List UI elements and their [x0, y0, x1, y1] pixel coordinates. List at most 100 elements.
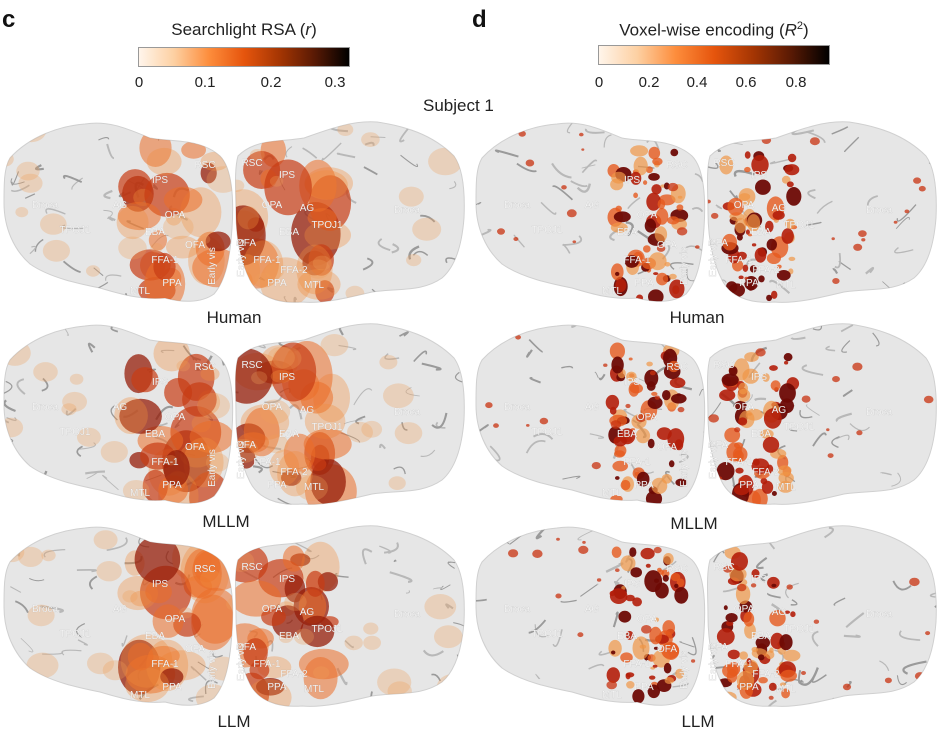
flatmap-panel-d: Broca AGTPOJ1IPSRSCOPAEBAOFAFFA-1PPAMTLEa…: [475, 517, 937, 707]
sulcus-line: [766, 699, 777, 707]
sulcus-line: [679, 641, 695, 648]
roi-label: IPS: [751, 170, 767, 181]
activation-blob: [508, 549, 519, 558]
sulcus-line: [662, 560, 677, 571]
activation-blob: [761, 136, 772, 144]
activation-blob: [337, 123, 354, 136]
sulcus-line: [756, 557, 768, 570]
sulcus-line: [10, 178, 25, 185]
roi-label: IPS: [751, 372, 767, 383]
roi-label: PPA: [739, 480, 759, 491]
activation-blob: [832, 278, 840, 284]
roi-label: MTL: [304, 482, 324, 493]
sulcus-line: [551, 162, 572, 179]
sulcus-line: [362, 257, 374, 271]
activation-blob: [762, 436, 780, 453]
sulcus-line: [206, 499, 218, 504]
sulcus-line: [672, 682, 689, 688]
activation-blob: [647, 438, 655, 449]
roi-label: PPA: [267, 682, 287, 693]
activation-blob: [226, 597, 233, 611]
roi-label: PPA: [162, 682, 182, 693]
roi-label: AG: [300, 607, 315, 618]
sulcus-line: [336, 152, 356, 159]
activation-blob: [611, 650, 616, 655]
activation-blob: [127, 642, 154, 671]
sulcus-line: [733, 121, 749, 127]
activation-blob: [653, 646, 659, 650]
activation-blob: [183, 437, 224, 488]
sulcus-line: [76, 623, 86, 638]
roi-label: OPA: [165, 614, 186, 625]
sulcus-line: [412, 250, 429, 257]
sulcus-line: [279, 323, 299, 339]
activation-blob: [269, 175, 284, 187]
roi-label: Broca: [504, 604, 531, 615]
activation-blob: [235, 348, 273, 404]
roi-label: Early vis: [207, 449, 218, 487]
activation-blob: [669, 279, 685, 299]
activation-blob: [615, 278, 627, 293]
roi-label: OFA: [236, 238, 256, 249]
activation-blob: [784, 164, 800, 176]
roi-label: FFA-1: [151, 457, 179, 468]
activation-blob: [723, 605, 728, 611]
activation-blob: [852, 362, 863, 371]
activation-blob: [235, 550, 255, 572]
roi-label: PPA: [267, 480, 287, 491]
roi-label: EBA: [145, 631, 165, 642]
sulcus-line: [485, 703, 491, 706]
sulcus-line: [723, 134, 738, 143]
activation-blob: [734, 484, 749, 496]
activation-blob: [788, 256, 796, 261]
sulcus-line: [681, 326, 685, 342]
activation-blob: [272, 346, 302, 370]
activation-blob: [69, 373, 84, 385]
activation-blob: [768, 682, 777, 691]
activation-blob: [27, 604, 55, 627]
activation-blob: [122, 480, 150, 502]
sulcus-line: [6, 416, 17, 422]
activation-blob: [636, 294, 644, 302]
colorbar-d: [598, 45, 830, 65]
sulcus-line: [293, 296, 298, 303]
roi-label: OPA: [734, 200, 755, 211]
colorbar-c-title: Searchlight RSA (r): [138, 20, 350, 40]
sulcus-line: [283, 296, 293, 303]
activation-blob: [913, 177, 922, 184]
activation-blob: [515, 335, 521, 340]
colorbar-d-title-var: R: [784, 20, 797, 40]
activation-blob: [758, 275, 765, 283]
sulcus-line: [4, 380, 13, 396]
sulcus-line: [591, 517, 596, 519]
roi-label: Early vis: [708, 441, 719, 479]
roi-label: Early vis: [679, 449, 690, 487]
activation-blob: [281, 469, 302, 486]
activation-blob: [611, 546, 622, 558]
activation-blob: [744, 622, 756, 639]
roi-label: IPS: [152, 175, 168, 186]
roi-label: RSC: [241, 158, 262, 169]
roi-label: PPA: [162, 480, 182, 491]
sulcus-line: [479, 141, 488, 154]
roi-label: OFA: [185, 442, 205, 453]
activation-blob: [152, 604, 184, 638]
roi-label: FFA-1: [623, 255, 651, 266]
roi-label: IPS: [624, 175, 640, 186]
sulcus-line: [807, 189, 816, 200]
roi-label: RSC: [194, 564, 215, 575]
sulcus-line: [87, 342, 96, 353]
activation-blob: [164, 378, 193, 407]
activation-blob: [708, 414, 719, 423]
activation-blob: [18, 546, 44, 567]
roi-label: OPA: [637, 210, 658, 221]
activation-blob: [703, 564, 705, 569]
sulcus-line: [16, 378, 26, 395]
sulcus-line: [401, 422, 408, 431]
sulcus-line: [370, 691, 373, 703]
sulcus-line: [513, 234, 525, 248]
activation-blob: [727, 197, 744, 216]
sulcus-line: [391, 243, 400, 254]
